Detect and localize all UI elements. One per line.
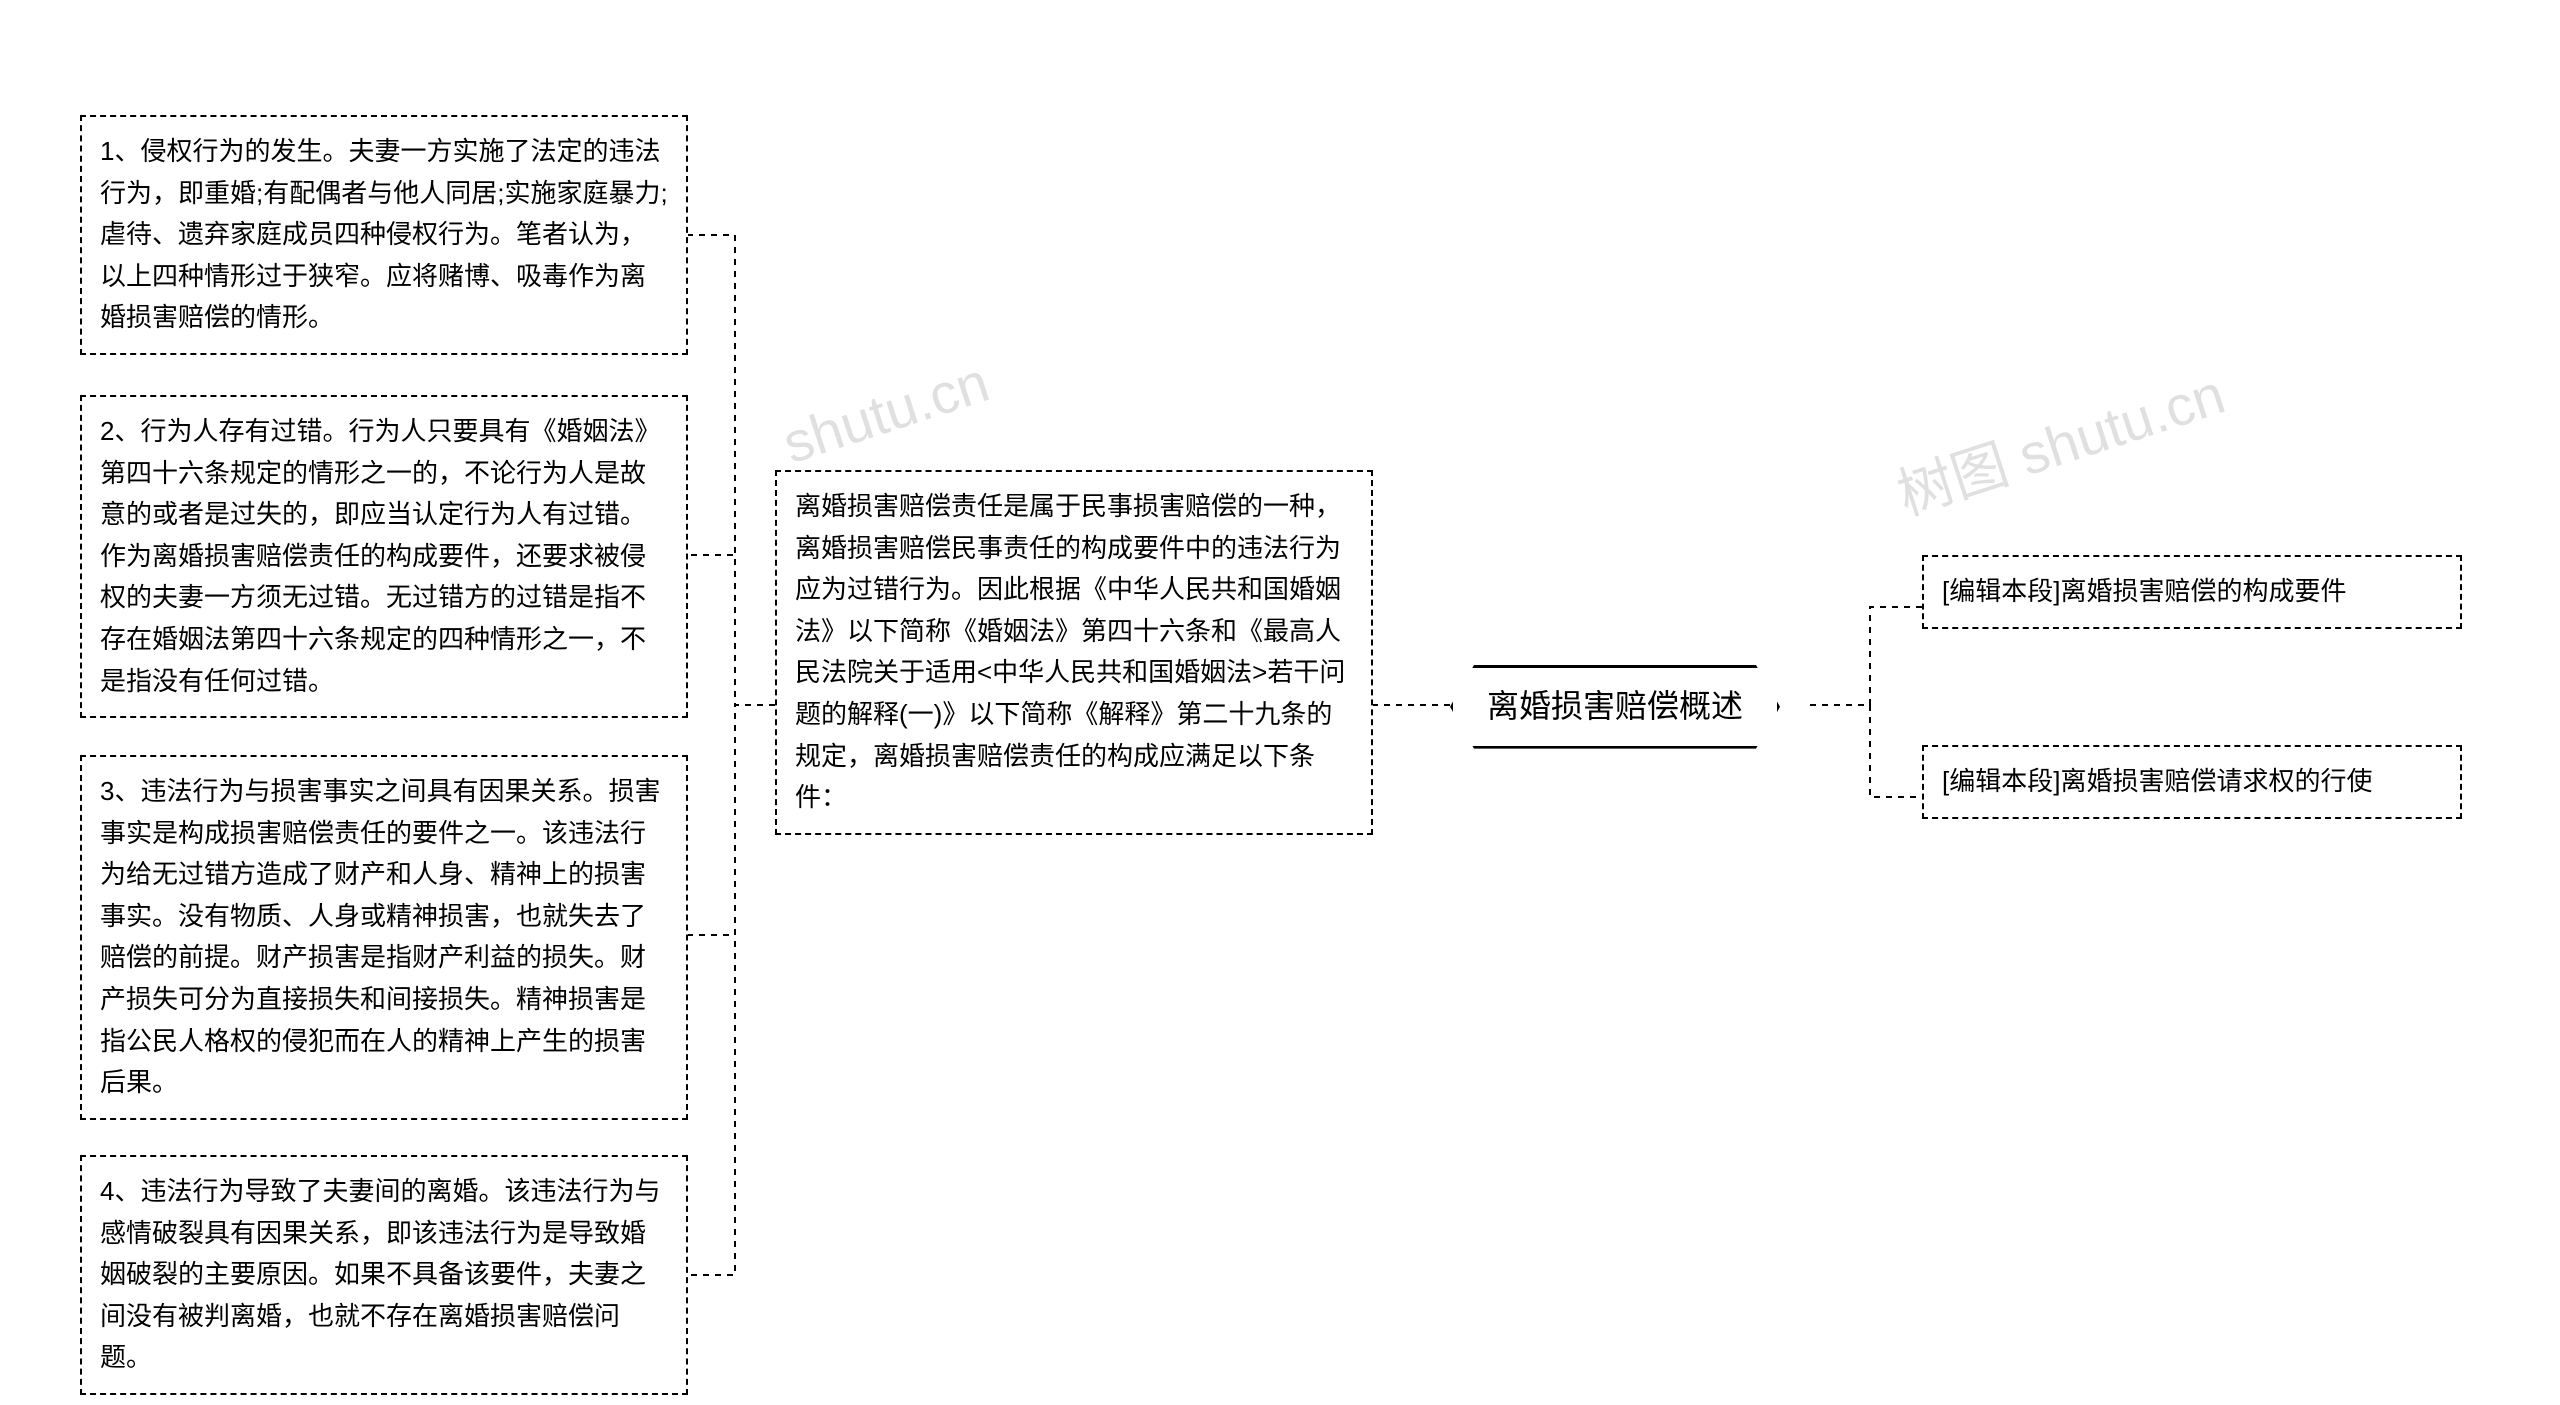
mindmap-node-middle: 离婚损害赔偿责任是属于民事损害赔偿的一种，离婚损害赔偿民事责任的构成要件中的违法… (775, 470, 1373, 835)
root-label: 离婚损害赔偿概述 (1487, 688, 1743, 724)
watermark: 树图 shutu.cn (1886, 350, 2234, 532)
connector (688, 235, 775, 705)
mindmap-node-left-1: 1、侵权行为的发生。夫妻一方实施了法定的违法行为，即重婚;有配偶者与他人同居;实… (80, 115, 688, 355)
node-text: 1、侵权行为的发生。夫妻一方实施了法定的违法行为，即重婚;有配偶者与他人同居;实… (100, 136, 668, 332)
watermark: shutu.cn (775, 349, 996, 476)
mindmap-node-left-4: 4、违法行为导致了夫妻间的离婚。该违法行为与感情破裂具有因果关系，即该违法行为是… (80, 1155, 688, 1395)
node-text: 2、行为人存有过错。行为人只要具有《婚姻法》第四十六条规定的情形之一的，不论行为… (100, 416, 660, 696)
watermark: cn (721, 1387, 797, 1405)
connector (688, 705, 775, 1275)
connector (1810, 607, 1922, 705)
mindmap-node-left-3: 3、违法行为与损害事实之间具有因果关系。损害事实是构成损害赔偿责任的要件之一。该… (80, 755, 688, 1120)
mindmap-node-right-1: [编辑本段]离婚损害赔偿的构成要件 (1922, 555, 2462, 629)
node-text: [编辑本段]离婚损害赔偿的构成要件 (1942, 576, 2346, 606)
connector (688, 705, 775, 935)
mindmap-node-right-2: [编辑本段]离婚损害赔偿请求权的行使 (1922, 745, 2462, 819)
connector (1810, 705, 1922, 797)
node-text: 离婚损害赔偿责任是属于民事损害赔偿的一种，离婚损害赔偿民事责任的构成要件中的违法… (795, 491, 1345, 812)
node-text: [编辑本段]离婚损害赔偿请求权的行使 (1942, 766, 2372, 796)
node-text: 3、违法行为与损害事实之间具有因果关系。损害事实是构成损害赔偿责任的要件之一。该… (100, 776, 660, 1097)
watermark: .cn (1952, 1385, 2043, 1405)
node-text: 4、违法行为导致了夫妻间的离婚。该违法行为与感情破裂具有因果关系，即该违法行为是… (100, 1176, 660, 1372)
mindmap-node-left-2: 2、行为人存有过错。行为人只要具有《婚姻法》第四十六条规定的情形之一的，不论行为… (80, 395, 688, 718)
connector (688, 555, 775, 705)
mindmap-root: 离婚损害赔偿概述 (1450, 665, 1780, 749)
